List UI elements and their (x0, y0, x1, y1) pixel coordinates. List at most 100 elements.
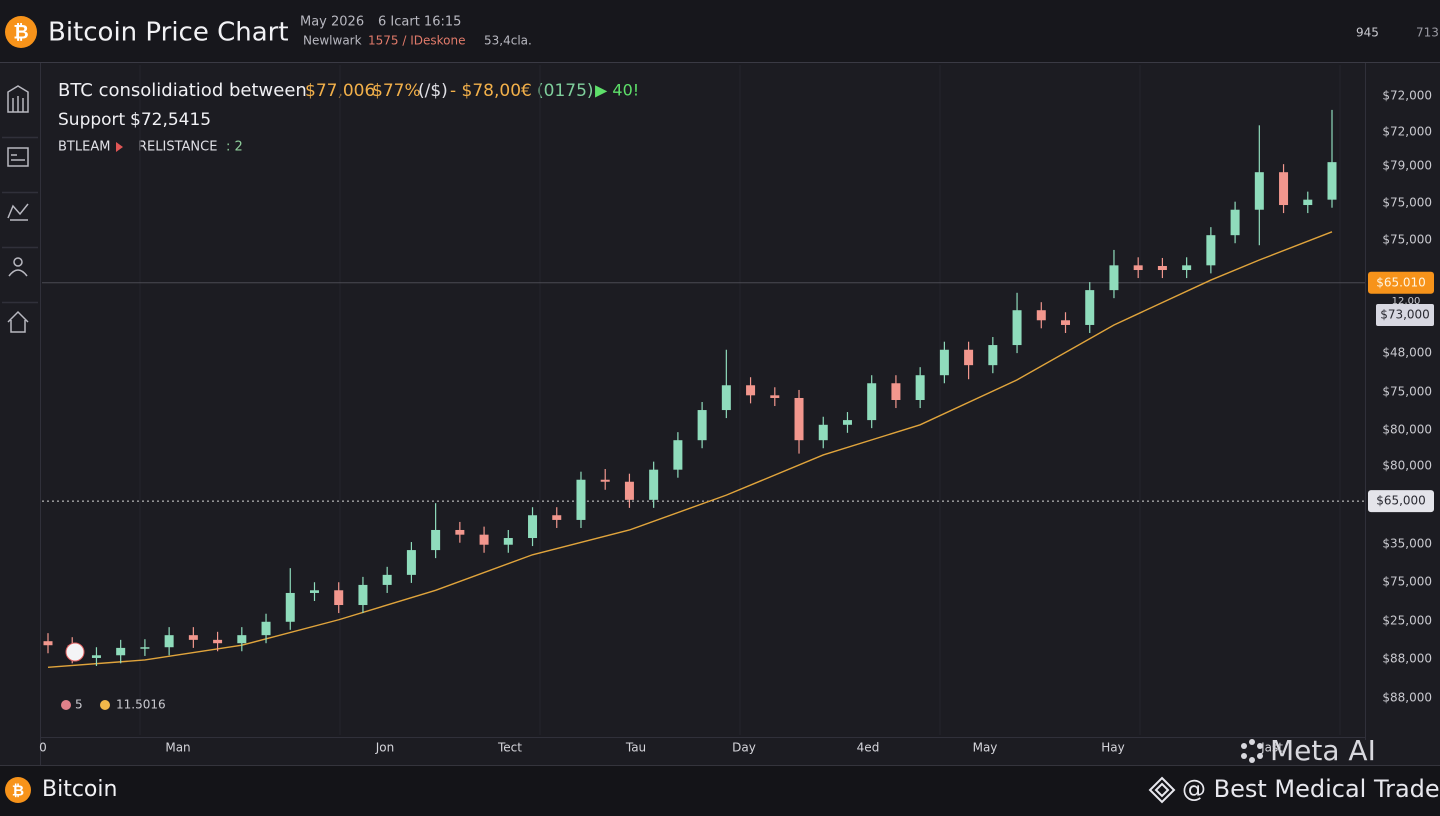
candle-body (673, 440, 683, 470)
resistance-label: RELISTANCE (138, 140, 217, 155)
y-axis-label: $25,000 (1382, 614, 1432, 628)
candle-body (309, 590, 319, 593)
icon-house[interactable] (7, 310, 29, 333)
support-label: Support (58, 110, 126, 130)
icon-panel[interactable] (7, 147, 29, 167)
candle-body (43, 641, 53, 646)
watermark: Meta AI (1270, 734, 1376, 767)
legend-dot (100, 700, 110, 710)
candle-body (455, 529, 465, 535)
meta-date: May 2026 (300, 15, 364, 30)
candle-body (891, 383, 901, 400)
plot: $65.010 $65,000 (42, 65, 1434, 735)
bitcoin-logo: ₿ (5, 16, 37, 48)
header-bar (0, 0, 1440, 62)
candle-body (188, 635, 198, 640)
candle-body (697, 410, 707, 441)
moving-average (47, 231, 1333, 669)
icon-user[interactable] (13, 257, 23, 267)
candle-body (213, 639, 223, 644)
candle-body (140, 647, 150, 649)
candle-body (1061, 320, 1071, 325)
y-axis-label: $75,000 (1382, 196, 1432, 210)
y-axis-label: $88,000 (1382, 652, 1432, 666)
meta-market: Newlwark (303, 34, 362, 48)
annotation-price: (/$) (418, 81, 448, 101)
y-axis-label: $48,000 (1382, 346, 1432, 360)
annotation-change: (0175) (537, 81, 594, 101)
y-axis-label: $75,000 (1382, 233, 1432, 247)
y-axis-label: $75,000 (1382, 575, 1432, 589)
tag: BTLEAM (58, 140, 110, 155)
price-tag-label: $65,000 (1376, 494, 1426, 508)
candle-body (600, 479, 610, 482)
icon-home[interactable] (7, 85, 29, 113)
candle-body (721, 385, 731, 411)
y-axis-label: $72,000 (1382, 125, 1432, 139)
x-axis-label: Man (165, 741, 190, 755)
handle-icon (1148, 776, 1176, 804)
footer-logo: ₿ (5, 777, 31, 803)
candle-body (576, 479, 586, 520)
candle-body (867, 383, 877, 421)
x-axis-label: May (973, 741, 998, 755)
candle-body (237, 635, 247, 644)
candle-body (964, 349, 974, 366)
support-value: $72,5415 (130, 110, 211, 130)
x-axis-label: 4ed (857, 741, 880, 755)
resistance-count: : 2 (226, 140, 243, 155)
y-axis-label: $35,000 (1382, 537, 1432, 551)
svg-text:₿: ₿ (12, 782, 24, 800)
x-axis-label: Jast (1260, 741, 1283, 755)
price-tag (1376, 304, 1434, 326)
candle-body (261, 621, 271, 636)
meta-time: 6 Icart 16:15 (378, 15, 461, 30)
candle-body (528, 515, 538, 539)
candle-body (552, 515, 562, 520)
y-axis-label: $80,000 (1382, 459, 1432, 473)
candle-body (1303, 199, 1313, 206)
candle-body (334, 590, 344, 606)
y-axis-label: $80,000 (1382, 423, 1432, 437)
candle-body (649, 469, 659, 500)
header-right-2[interactable]: 713 (1416, 26, 1439, 40)
svg-text:₿: ₿ (13, 22, 28, 44)
candle-body (818, 424, 828, 441)
price-tag (1368, 271, 1434, 294)
candle-body (1230, 209, 1240, 236)
candle-body (794, 397, 804, 441)
legend-item: 11.5016 (116, 698, 166, 712)
candle-body (164, 635, 174, 648)
footer-bar (0, 765, 1440, 816)
footer-handle[interactable]: @ Best Medical Trader (1182, 775, 1440, 803)
candle-body (406, 550, 416, 575)
meta-volume: 1575 / IDeskone (368, 34, 465, 48)
candle-body (1254, 172, 1264, 210)
x-axis-label: Tect (497, 741, 522, 755)
title: Bitcoin Price Chart (48, 18, 289, 48)
candle-body (1327, 162, 1337, 200)
candle-body (479, 534, 489, 545)
candle-body (770, 395, 780, 398)
y-axis-label: $72,000 (1382, 89, 1432, 103)
annotation-price: - $78,00€ (450, 81, 532, 101)
x-axis-label: Jon (375, 741, 395, 755)
annotation-text: BTC consolidiatiod between (58, 80, 307, 101)
price-tag-label: $73,000 (1380, 308, 1430, 322)
candle-body (503, 538, 513, 545)
candle-body (358, 584, 368, 606)
candle-body (1182, 265, 1192, 271)
candle-body (1109, 265, 1119, 291)
price-tag-label: $65.010 (1376, 275, 1426, 289)
candle-body (91, 655, 101, 658)
x-axis-label: Tau (625, 741, 646, 755)
sidebar (2, 85, 38, 333)
legend-dot (61, 700, 71, 710)
header-right-1[interactable]: 945 (1356, 26, 1379, 40)
y-axis-label: $75,000 (1382, 385, 1432, 399)
candle-body (624, 481, 634, 500)
icon-draw[interactable] (7, 203, 29, 221)
candle-body (382, 574, 392, 585)
